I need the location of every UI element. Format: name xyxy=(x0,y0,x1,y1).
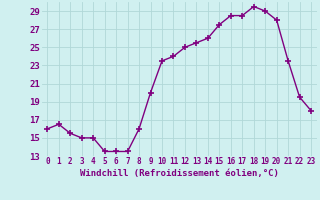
X-axis label: Windchill (Refroidissement éolien,°C): Windchill (Refroidissement éolien,°C) xyxy=(80,169,279,178)
